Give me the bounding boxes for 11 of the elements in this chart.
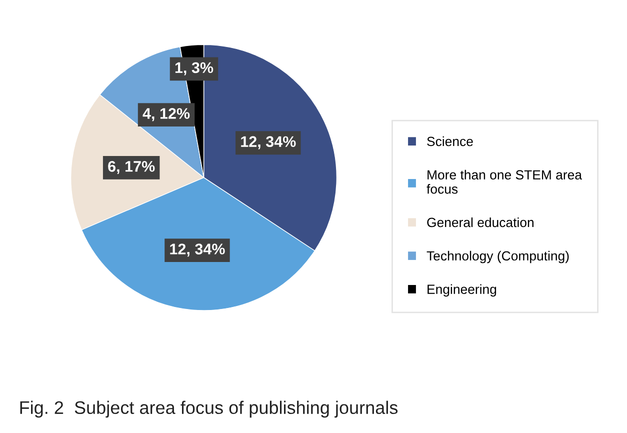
data-label: 1, 3% <box>175 62 214 76</box>
text: Fig. 2 Subject area focus of publishing journals <box>20 400 398 418</box>
legend-label: General education <box>427 217 534 228</box>
legend-label: More than one STEM area focus <box>426 170 582 194</box>
data-label: 4, 12% <box>142 108 190 122</box>
data-label: 6, 17% <box>108 161 155 174</box>
data-label: 12, 34% <box>241 136 296 150</box>
legend-label: Engineering <box>428 284 496 297</box>
data-label: 12, 34% <box>170 244 225 257</box>
legend-label: Science <box>427 136 473 146</box>
legend-label: Technology (Computing) <box>426 250 569 264</box>
